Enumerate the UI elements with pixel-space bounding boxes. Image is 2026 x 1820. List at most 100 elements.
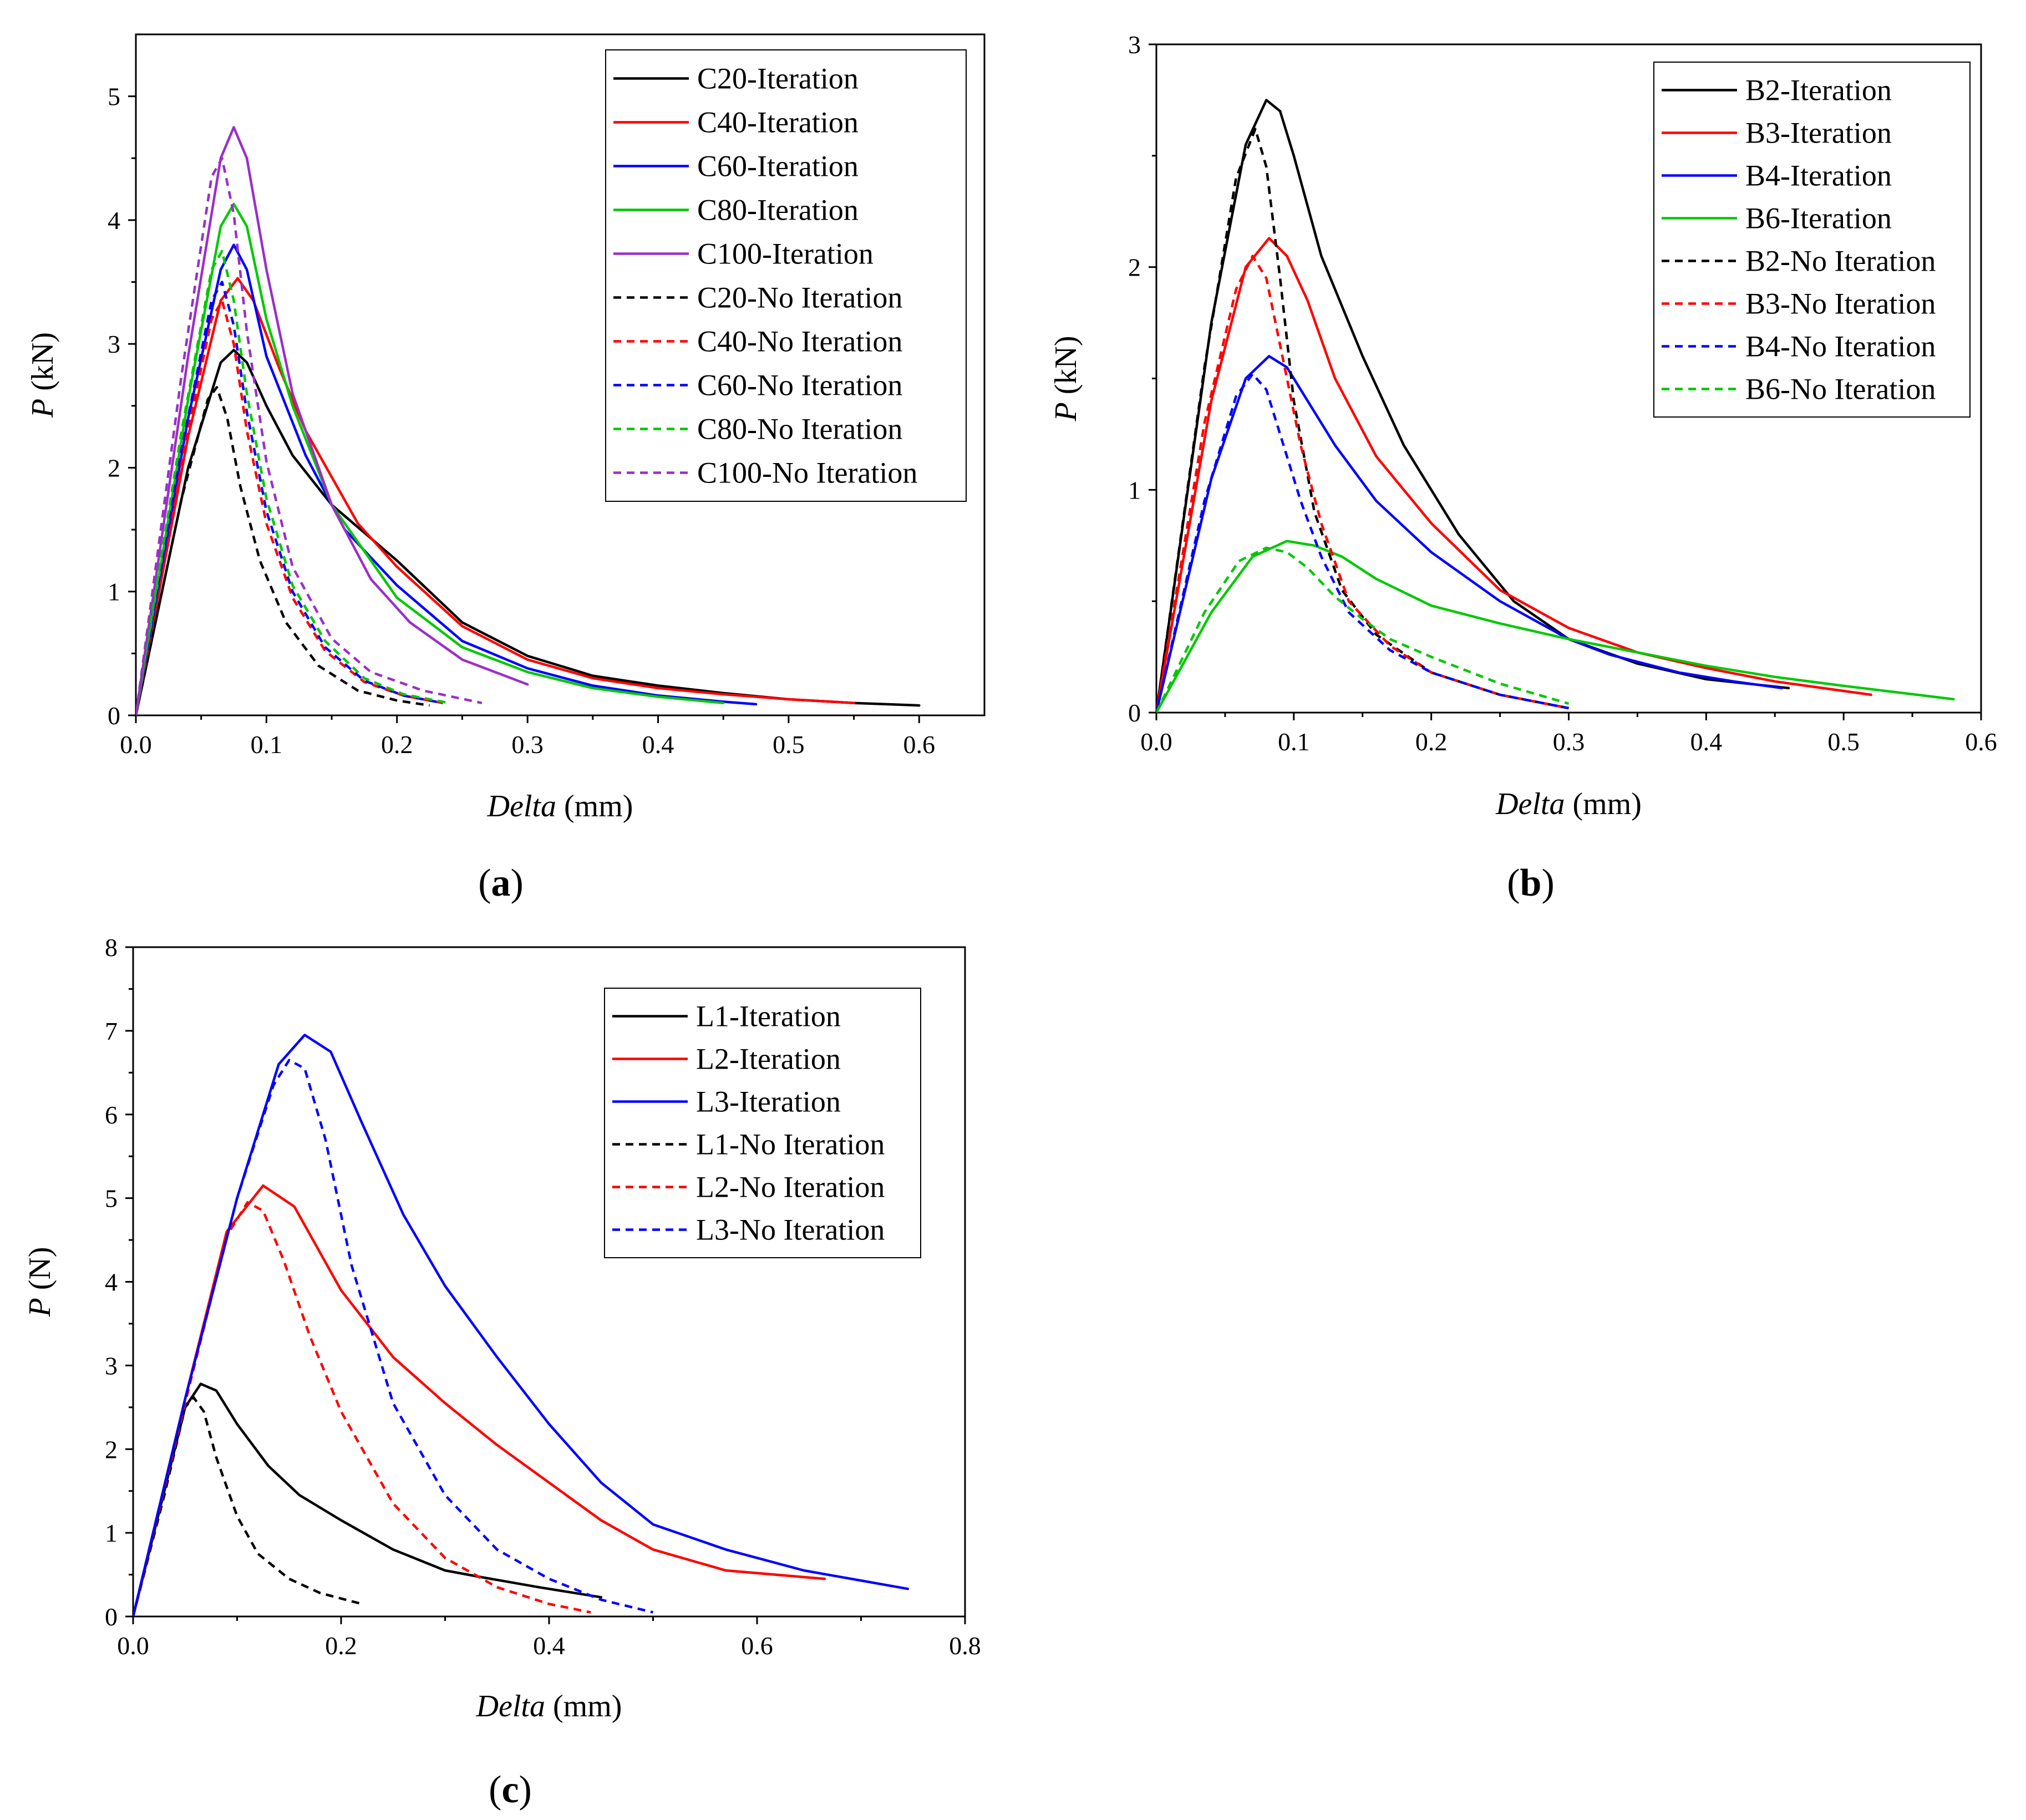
caption-close-paren: )	[511, 862, 524, 904]
series-line-l1-iteration	[133, 1382, 603, 1616]
panel-caption: (a)	[478, 862, 524, 904]
legend-label: C100-No Iteration	[697, 456, 917, 490]
x-tick-label: 0.5	[773, 730, 805, 759]
y-tick-label: 0	[108, 701, 120, 730]
x-tick-label: 0.4	[533, 1631, 565, 1660]
legend-label: L1-No Iteration	[696, 1128, 885, 1161]
series-line-c80-iteration	[136, 202, 725, 715]
y-axis-unit: (kN)	[26, 332, 60, 399]
x-tick-label: 0.4	[1690, 728, 1723, 756]
y-tick-label: 6	[105, 1101, 118, 1129]
legend-label: C80-No Iteration	[697, 413, 902, 446]
x-tick-label: 0.0	[117, 1631, 149, 1660]
y-tick-label: 2	[105, 1435, 118, 1463]
caption-open-paren: (	[478, 862, 491, 904]
legend-label: B2-Iteration	[1745, 74, 1892, 107]
series-group	[133, 1034, 910, 1616]
caption-open-paren: (	[1507, 862, 1520, 904]
legend-box	[1653, 62, 1971, 418]
x-axis-variable: Delta	[487, 789, 556, 823]
legend-label: B4-No Iteration	[1745, 330, 1936, 363]
caption-letter: a	[491, 862, 511, 904]
series-line-b4-no-iteration	[1156, 373, 1569, 713]
y-tick-label: 5	[105, 1184, 118, 1213]
y-tick-label: 0	[105, 1603, 118, 1631]
y-tick-label: 4	[108, 206, 120, 235]
y-tick-label: 3	[1128, 30, 1141, 59]
y-axis-variable: P	[1049, 402, 1083, 421]
x-tick-label: 0.2	[325, 1631, 357, 1660]
x-tick-label: 0.8	[949, 1631, 981, 1660]
y-axis-variable: P	[26, 399, 60, 418]
legend-label: B2-No Iteration	[1745, 245, 1936, 278]
x-axis-label: Delta (mm)	[487, 789, 633, 823]
y-axis-unit: (kN)	[1049, 336, 1083, 403]
x-tick-label: 0.1	[1278, 728, 1310, 756]
legend-label: L3-No Iteration	[696, 1213, 885, 1247]
x-tick-label: 0.6	[741, 1631, 773, 1660]
caption-open-paren: (	[489, 1768, 501, 1811]
series-group	[1156, 99, 1955, 713]
y-axis-label: P (kN)	[26, 332, 60, 418]
y-tick-label: 4	[105, 1268, 118, 1297]
legend-label: C80-Iteration	[697, 194, 859, 227]
y-tick-label: 5	[108, 83, 120, 111]
x-axis-label: Delta (mm)	[476, 1689, 622, 1724]
panel-b-chart: 0.0 0.1 0.2 0.3 0.4 0.5 0.6 0 1 2 3 Delta (mm) P (kN…	[1049, 30, 1997, 904]
y-axis-variable: P	[23, 1298, 57, 1317]
series-line-l3-no-iteration	[133, 1059, 654, 1616]
caption-close-paren: )	[1541, 862, 1554, 904]
x-axis-unit: (mm)	[1565, 787, 1642, 821]
y-tick-label: 0	[1128, 699, 1141, 727]
x-tick-label: 0.3	[511, 730, 544, 759]
series-line-l3-iteration	[133, 1034, 910, 1616]
y-axis-label: P (N)	[23, 1247, 57, 1318]
legend-label: C100-Iteration	[697, 237, 874, 271]
legend-label: B3-No Iteration	[1745, 287, 1936, 321]
caption-letter: b	[1520, 862, 1542, 904]
panel-a-chart: 0.0 0.1 0.2 0.3 0.4 0.5 0.6 0 1 2 3 4 5 Delta (mm) P (…	[26, 33, 986, 904]
x-axis-unit: (mm)	[545, 1689, 622, 1724]
y-tick-label: 1	[105, 1519, 118, 1547]
caption-close-paren: )	[519, 1768, 532, 1811]
legend-label: C20-Iteration	[697, 62, 859, 95]
legend-label: B6-Iteration	[1745, 202, 1892, 235]
series-line-c40-no-iteration	[136, 299, 443, 715]
legend-label: C40-No Iteration	[697, 325, 902, 358]
y-tick-label: 3	[105, 1351, 118, 1380]
x-tick-label: 0.0	[120, 730, 152, 759]
x-tick-label: 0.4	[642, 730, 674, 759]
panel-caption: (c)	[489, 1768, 532, 1811]
y-tick-label: 3	[108, 330, 120, 358]
x-axis-variable: Delta	[476, 1689, 545, 1724]
caption-letter: c	[501, 1768, 519, 1811]
legend-box	[604, 988, 921, 1258]
y-tick-label: 1	[1128, 476, 1141, 504]
series-line-b6-no-iteration	[1156, 546, 1570, 713]
series-line-l1-no-iteration	[133, 1396, 363, 1616]
series-group	[136, 126, 921, 715]
y-tick-label: 2	[108, 454, 120, 482]
series-line-c20-no-iteration	[136, 386, 430, 715]
x-tick-label: 0.6	[1965, 728, 1997, 756]
y-tick-label: 2	[1128, 253, 1141, 282]
legend-label: B6-No Iteration	[1745, 373, 1936, 406]
y-tick-label: 7	[105, 1017, 118, 1045]
series-line-c60-no-iteration	[136, 281, 443, 715]
x-tick-label: 0.6	[903, 730, 936, 759]
legend-label: C60-No Iteration	[697, 369, 902, 402]
x-axis-unit: (mm)	[556, 789, 633, 823]
x-tick-label: 0.5	[1827, 728, 1860, 756]
series-line-c100-no-iteration	[136, 157, 483, 715]
legend-label: L2-No Iteration	[696, 1171, 885, 1204]
y-tick-label: 1	[108, 578, 120, 606]
series-line-b4-iteration	[1156, 355, 1783, 713]
series-line-b3-no-iteration	[1156, 255, 1569, 713]
legend-label: C40-Iteration	[697, 106, 859, 139]
series-line-c40-iteration	[136, 277, 855, 715]
x-tick-label: 0.2	[381, 730, 413, 759]
x-tick-label: 0.0	[1140, 728, 1172, 756]
x-tick-label: 0.1	[251, 730, 283, 759]
x-axis-variable: Delta	[1495, 787, 1565, 821]
